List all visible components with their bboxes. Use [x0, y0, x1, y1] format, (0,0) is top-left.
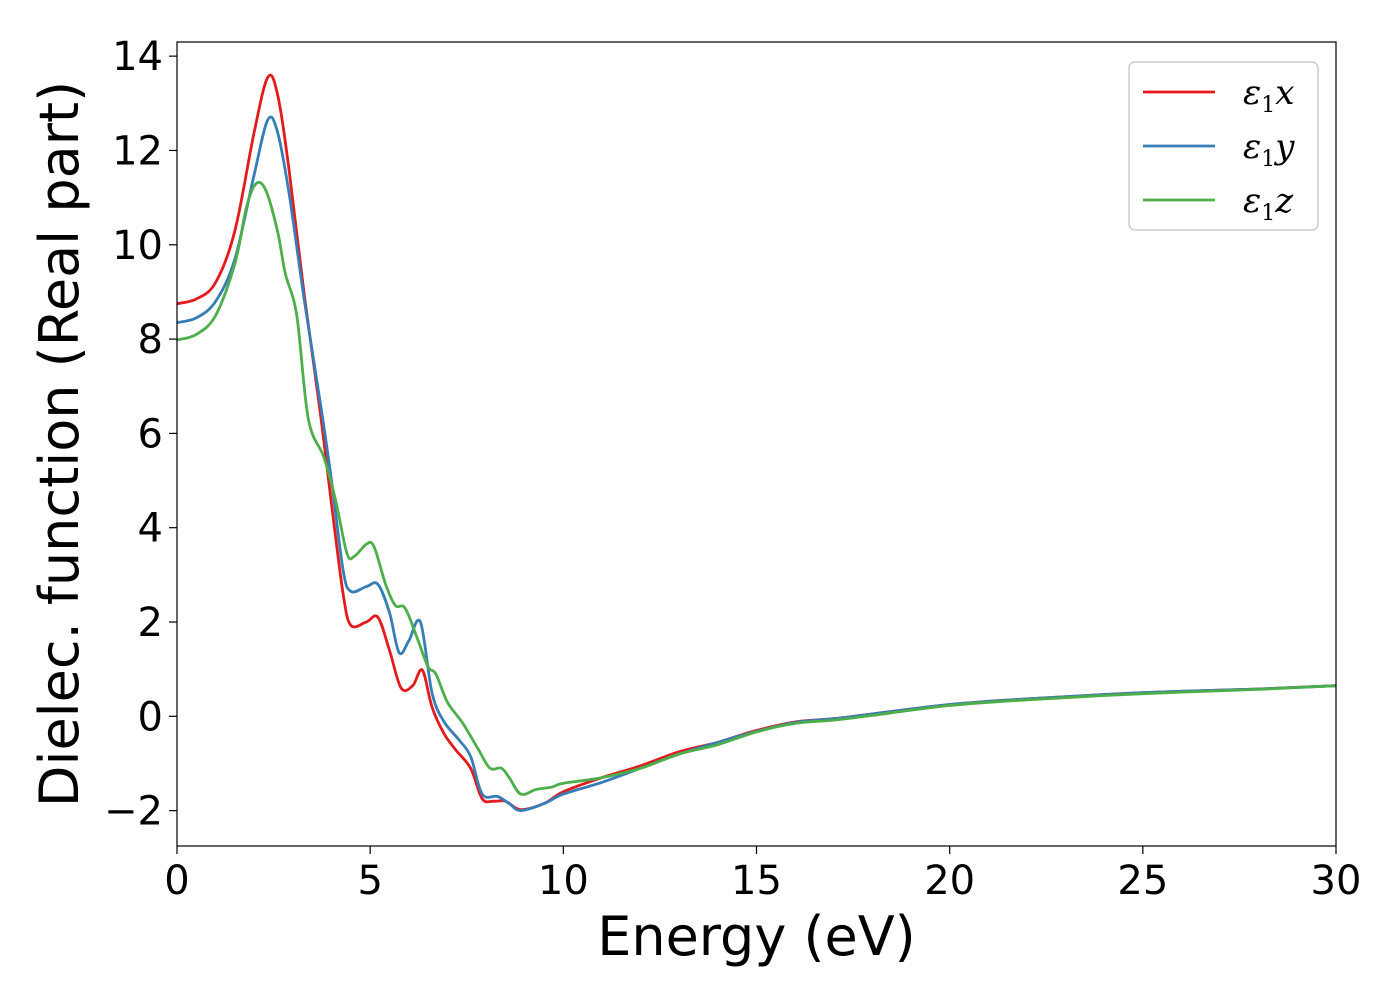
x-axis-title: Energy (eV) — [597, 905, 916, 968]
legend-suffix: y — [1273, 127, 1295, 167]
legend-box — [1128, 61, 1319, 231]
legend-symbol: ε — [1243, 181, 1261, 221]
legend-subscript: 1 — [1261, 93, 1275, 118]
x-tick-label: 15 — [731, 858, 782, 904]
y-tick-label: 4 — [138, 506, 163, 552]
y-tick-label: 12 — [112, 128, 163, 174]
y-axis-title: Dielec. function (Real part) — [28, 81, 91, 807]
series-layer — [177, 73, 1336, 812]
legend-label-z: ε1z — [1243, 181, 1294, 226]
legend-suffix: x — [1275, 73, 1294, 113]
legend-subscript: 1 — [1261, 147, 1275, 172]
x-tick-label: 0 — [164, 858, 189, 904]
y-tick-label: −2 — [104, 789, 163, 835]
legend-label-y: ε1y — [1243, 127, 1295, 172]
legend-symbol: ε — [1243, 127, 1261, 167]
y-tick-label: 6 — [138, 411, 163, 457]
x-tick-label: 20 — [924, 858, 975, 904]
x-axis: 0 5 10 15 20 25 30 — [164, 846, 1361, 904]
y-tick-label: 14 — [112, 34, 163, 80]
series-line-z — [177, 180, 1336, 796]
y-tick-label: 0 — [138, 694, 163, 740]
y-tick-label: 2 — [138, 600, 163, 646]
x-tick-label: 5 — [357, 858, 382, 904]
y-axis: −2 0 2 4 6 8 10 12 14 — [104, 34, 177, 835]
x-tick-label: 30 — [1311, 858, 1362, 904]
legend-label-x: ε1x — [1243, 73, 1294, 118]
x-tick-label: 10 — [538, 858, 589, 904]
legend-suffix: z — [1274, 181, 1294, 221]
y-tick-label: 10 — [112, 223, 163, 269]
legend-symbol: ε — [1243, 73, 1261, 113]
legend-subscript: 1 — [1261, 201, 1275, 226]
x-tick-label: 25 — [1117, 858, 1168, 904]
y-tick-label: 8 — [138, 317, 163, 363]
